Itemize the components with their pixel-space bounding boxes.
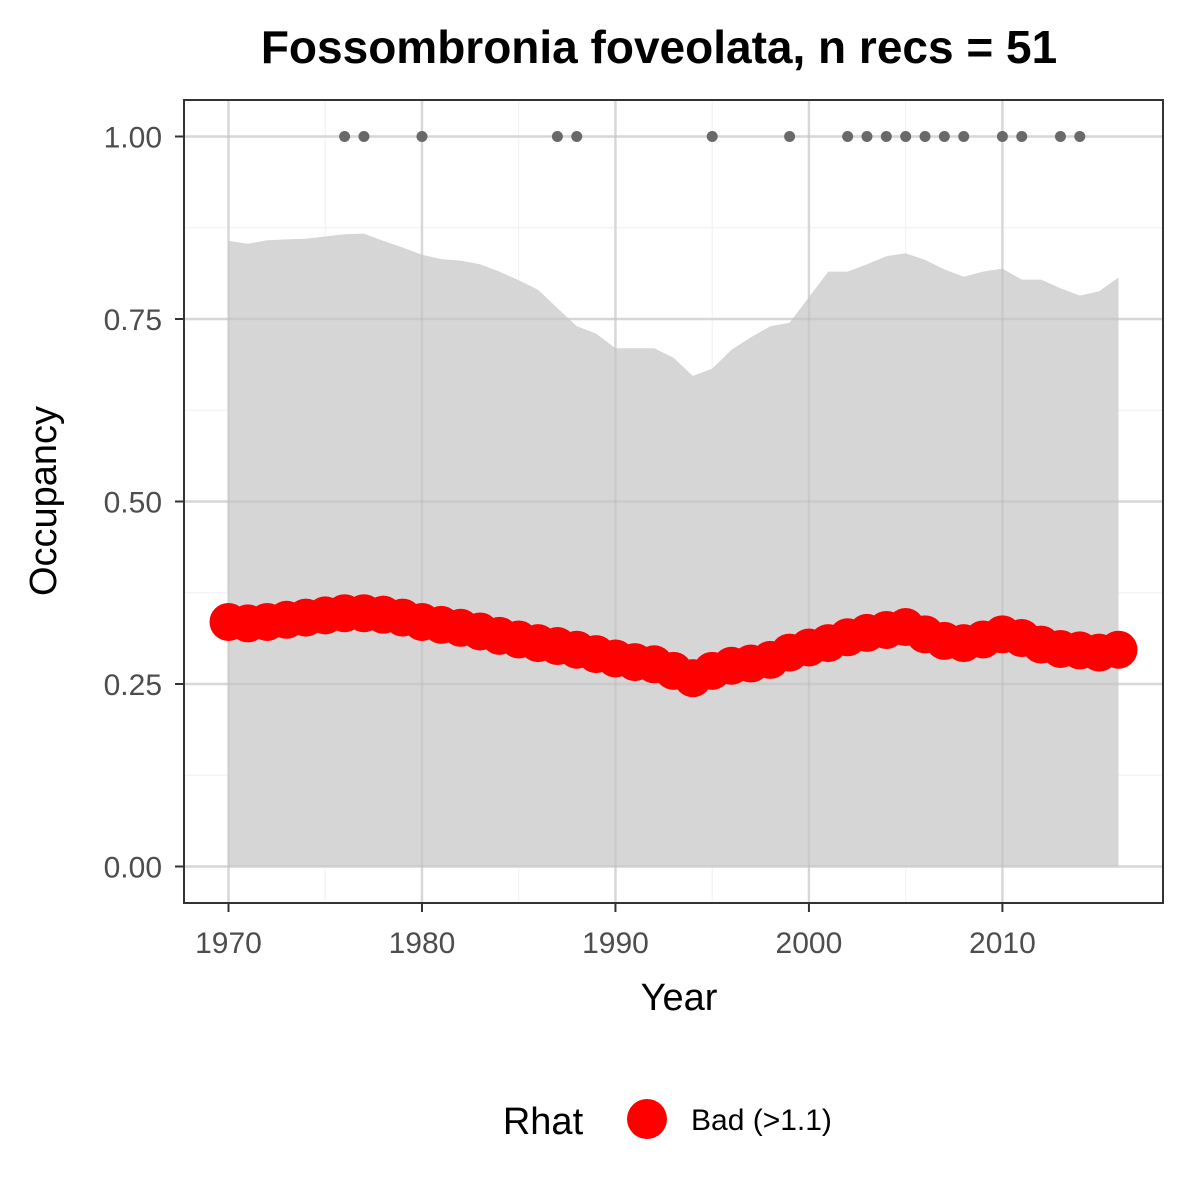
x-tick-label: 2010: [969, 927, 1036, 960]
record-point: [571, 131, 583, 142]
x-tick-label: 1970: [195, 927, 262, 960]
record-point: [919, 131, 931, 142]
y-tick-label: 0.00: [104, 852, 162, 885]
record-point: [416, 131, 428, 142]
x-tick-label: 1990: [582, 927, 649, 960]
record-point: [900, 131, 912, 142]
y-tick-label: 0.50: [104, 487, 162, 520]
record-point: [1074, 131, 1086, 142]
record-point: [1016, 131, 1028, 142]
legend-key-bad-rhat: [627, 1099, 667, 1139]
record-point: [339, 131, 351, 142]
x-axis-ticks: 1970 1980 1990 2000 2010: [195, 903, 1036, 960]
record-point: [938, 131, 950, 142]
x-tick-label: 1980: [389, 927, 456, 960]
y-axis-title: Occupancy: [23, 406, 65, 596]
record-point: [1054, 131, 1066, 142]
chart-title: Fossombronia foveolata, n recs = 51: [261, 21, 1057, 73]
x-tick-label: 2000: [776, 927, 843, 960]
y-tick-label: 1.00: [104, 122, 162, 155]
legend: Rhat Bad (>1.1): [503, 1099, 832, 1143]
x-axis-title: Year: [641, 977, 718, 1019]
record-point: [784, 131, 796, 142]
record-point: [861, 131, 873, 142]
record-point: [996, 131, 1008, 142]
record-point: [842, 131, 854, 142]
record-points-layer: [339, 131, 1086, 142]
confidence-ribbon: [228, 233, 1119, 867]
y-tick-label: 0.25: [104, 669, 162, 702]
record-point: [551, 131, 563, 142]
confidence-ribbon-layer: [228, 233, 1119, 867]
y-axis-ticks: 0.00 0.25 0.50 0.75 1.00: [104, 122, 184, 885]
legend-label-bad-rhat: Bad (>1.1): [691, 1104, 832, 1137]
occupancy-points-layer: [209, 594, 1138, 698]
record-point: [880, 131, 892, 142]
y-tick-label: 0.75: [104, 304, 162, 337]
record-point: [358, 131, 370, 142]
legend-title: Rhat: [503, 1101, 584, 1143]
record-point: [706, 131, 718, 142]
occupancy-point: [1099, 630, 1138, 669]
record-point: [958, 131, 970, 142]
